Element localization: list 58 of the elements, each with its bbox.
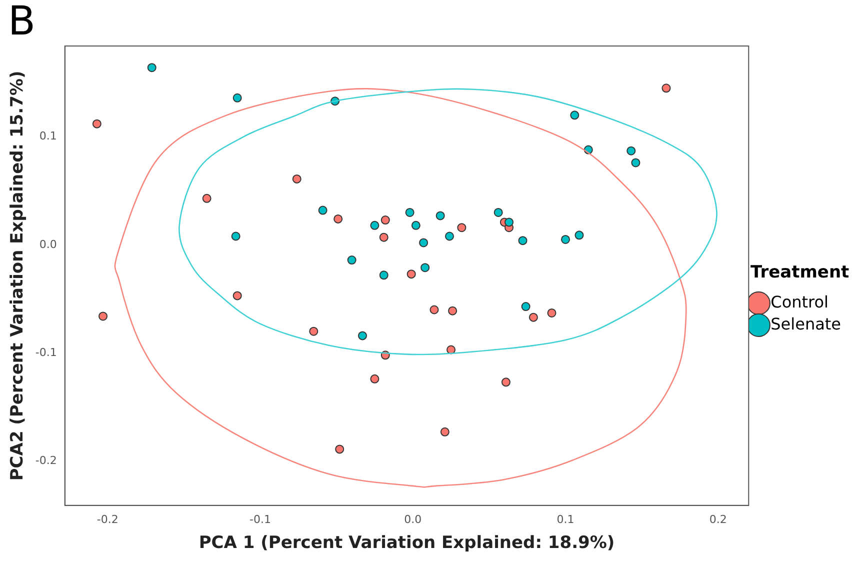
- point: [631, 158, 640, 168]
- y-tick-label: -0.1: [35, 346, 57, 359]
- point: [518, 236, 528, 246]
- point: [370, 374, 380, 384]
- point: [570, 110, 580, 120]
- point: [419, 238, 428, 248]
- point: [98, 312, 108, 321]
- point: [147, 63, 156, 72]
- point: [379, 270, 388, 280]
- point: [560, 234, 570, 244]
- point: [501, 378, 510, 387]
- point: [528, 312, 538, 322]
- y-tick-label: -0.2: [35, 454, 57, 467]
- point: [444, 232, 454, 241]
- point: [448, 306, 458, 316]
- point: [440, 427, 450, 436]
- point: [347, 256, 356, 265]
- x-tick-label: 0.1: [556, 512, 574, 526]
- point: [335, 444, 344, 454]
- point: [232, 291, 242, 300]
- x-axis-title: PCA 1 (Percent Variation Explained: 18.9%): [198, 533, 615, 554]
- legend-title: Treatment: [750, 262, 850, 283]
- point: [411, 220, 420, 230]
- point: [430, 305, 439, 314]
- point: [92, 119, 102, 128]
- y-tick-label: 0.0: [39, 238, 57, 251]
- point: [547, 308, 556, 318]
- x-tick-label: -0.1: [249, 512, 271, 526]
- point: [231, 232, 240, 241]
- point: [521, 302, 530, 312]
- point: [436, 211, 445, 220]
- x-tick-label: 0.2: [709, 512, 727, 526]
- point: [406, 270, 416, 279]
- point: [405, 208, 414, 217]
- point: [232, 93, 242, 102]
- point: [662, 84, 671, 93]
- y-tick-label: 0.1: [39, 130, 57, 143]
- point: [420, 263, 430, 272]
- point: [292, 174, 302, 184]
- point: [626, 146, 636, 156]
- legend-label: Selenate: [770, 314, 842, 334]
- point: [318, 206, 328, 215]
- point: [380, 216, 390, 225]
- point: [309, 326, 318, 336]
- y-axis-title: PCA2 (Percent Variation Explained: 15.7%): [8, 70, 28, 481]
- point: [494, 208, 503, 217]
- point: [358, 331, 367, 340]
- point: [574, 230, 584, 240]
- x-tick-label: 0.0: [404, 512, 422, 526]
- x-tick-label: -0.2: [96, 512, 118, 526]
- legend-label: Control: [770, 292, 828, 312]
- point: [334, 214, 343, 224]
- point: [370, 220, 380, 230]
- point: [504, 218, 514, 227]
- point: [457, 223, 466, 232]
- point: [202, 194, 212, 203]
- point: [379, 232, 388, 242]
- text: B: [8, 0, 36, 44]
